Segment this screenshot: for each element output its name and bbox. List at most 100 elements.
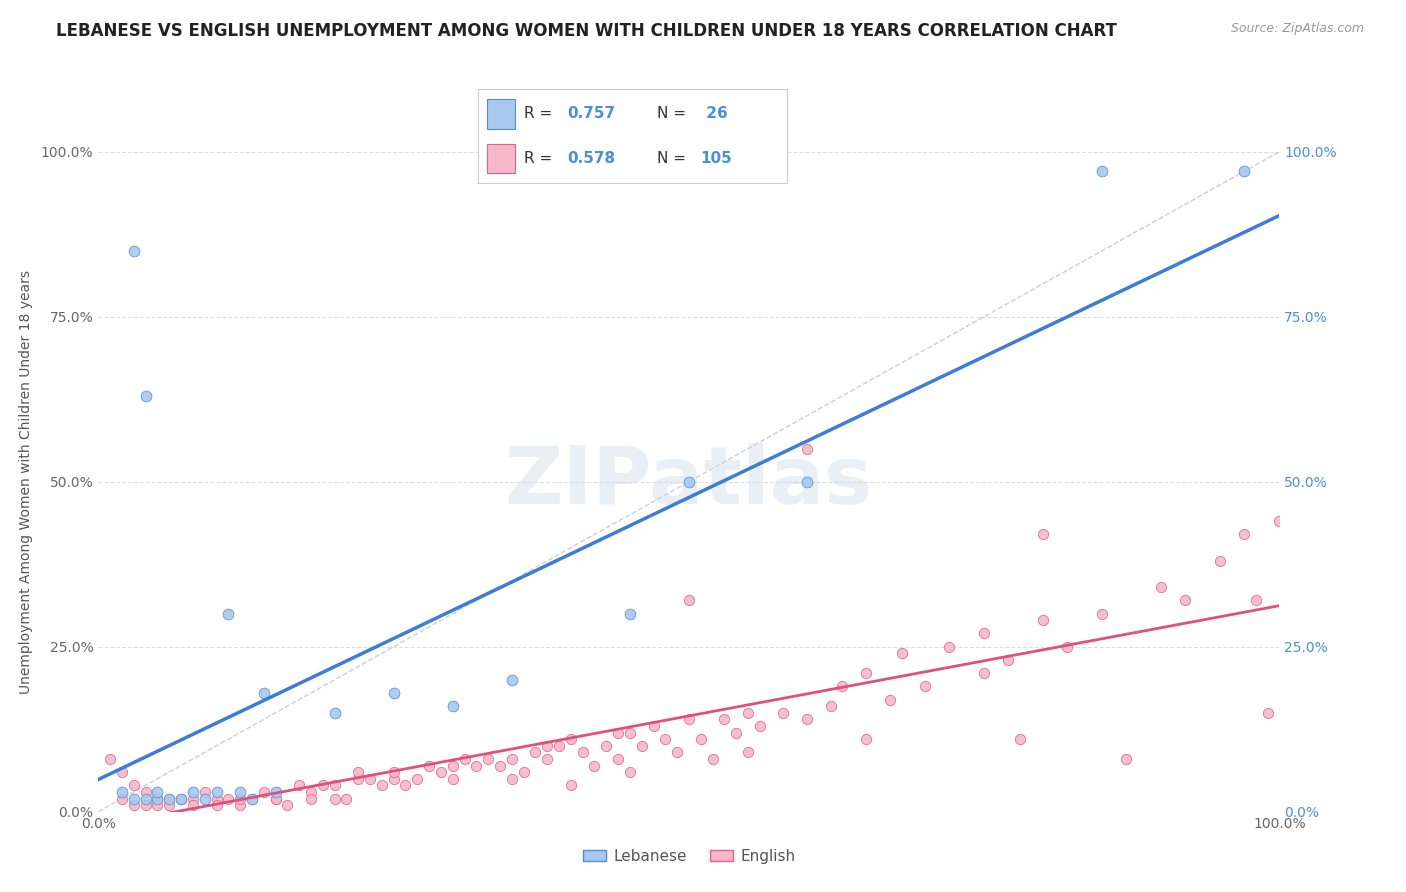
Text: N =: N = [658,106,692,121]
Point [135,791,157,805]
Point [382,686,405,700]
Point [997,653,1019,667]
Point [240,791,263,805]
Point [122,244,145,258]
Point [135,785,157,799]
Point [205,798,228,813]
Point [441,772,464,786]
Point [1233,164,1256,178]
Point [135,389,157,403]
Point [299,785,322,799]
Point [1032,613,1054,627]
Point [607,725,630,739]
Point [122,791,145,805]
Point [205,785,228,799]
Point [1233,527,1256,541]
Point [879,692,901,706]
Point [323,706,346,720]
Point [619,765,641,780]
Point [441,699,464,714]
Point [831,679,853,693]
Point [382,765,405,780]
Point [335,791,357,805]
Point [489,758,512,772]
Point [229,791,252,805]
Point [217,607,239,621]
Point [264,791,287,805]
Point [855,666,877,681]
Point [796,475,818,489]
Point [146,791,169,805]
Point [702,752,724,766]
Point [855,732,877,747]
Point [501,673,523,687]
Point [111,791,134,805]
Point [264,791,287,805]
Point [1174,593,1197,607]
Point [240,791,263,805]
Point [560,778,582,792]
Point [973,666,995,681]
Point [678,475,700,489]
Point [1257,706,1279,720]
Point [465,758,488,772]
Point [820,699,842,714]
Point [253,686,276,700]
Point [418,758,440,772]
Point [536,739,558,753]
Point [205,791,228,805]
Point [524,745,547,759]
Point [229,798,252,813]
Point [678,593,700,607]
Y-axis label: Unemployment Among Women with Children Under 18 years: Unemployment Among Women with Children U… [18,269,32,694]
Point [477,752,499,766]
Point [501,752,523,766]
Point [217,791,239,805]
Point [253,785,276,799]
Bar [488,98,515,128]
Point [347,772,370,786]
Text: 0.578: 0.578 [568,151,616,166]
Point [501,772,523,786]
Point [430,765,453,780]
Point [914,679,936,693]
Point [170,791,193,805]
Point [371,778,394,792]
Point [973,626,995,640]
Point [1091,164,1114,178]
Point [619,607,641,621]
Point [441,758,464,772]
Point [654,732,676,747]
Point [1268,514,1291,528]
Point [157,791,180,805]
Text: LEBANESE VS ENGLISH UNEMPLOYMENT AMONG WOMEN WITH CHILDREN UNDER 18 YEARS CORREL: LEBANESE VS ENGLISH UNEMPLOYMENT AMONG W… [56,22,1118,40]
Point [560,732,582,747]
Point [382,772,405,786]
Point [276,798,298,813]
Point [111,765,134,780]
Point [571,745,593,759]
Point [607,752,630,766]
Point [111,785,134,799]
Point [678,712,700,726]
Point [1056,640,1078,654]
Point [890,646,912,660]
Point [194,785,217,799]
Point [689,732,711,747]
Point [146,798,169,813]
Point [595,739,617,753]
Point [181,785,204,799]
Point [122,778,145,792]
Point [347,765,370,780]
Point [1091,607,1114,621]
Point [796,442,818,456]
Text: N =: N = [658,151,692,166]
Point [1115,752,1137,766]
Point [737,745,759,759]
Text: R =: R = [524,106,558,121]
Text: ZIPatlas: ZIPatlas [505,442,873,521]
Point [938,640,960,654]
Point [264,785,287,799]
Point [170,791,193,805]
Point [737,706,759,720]
